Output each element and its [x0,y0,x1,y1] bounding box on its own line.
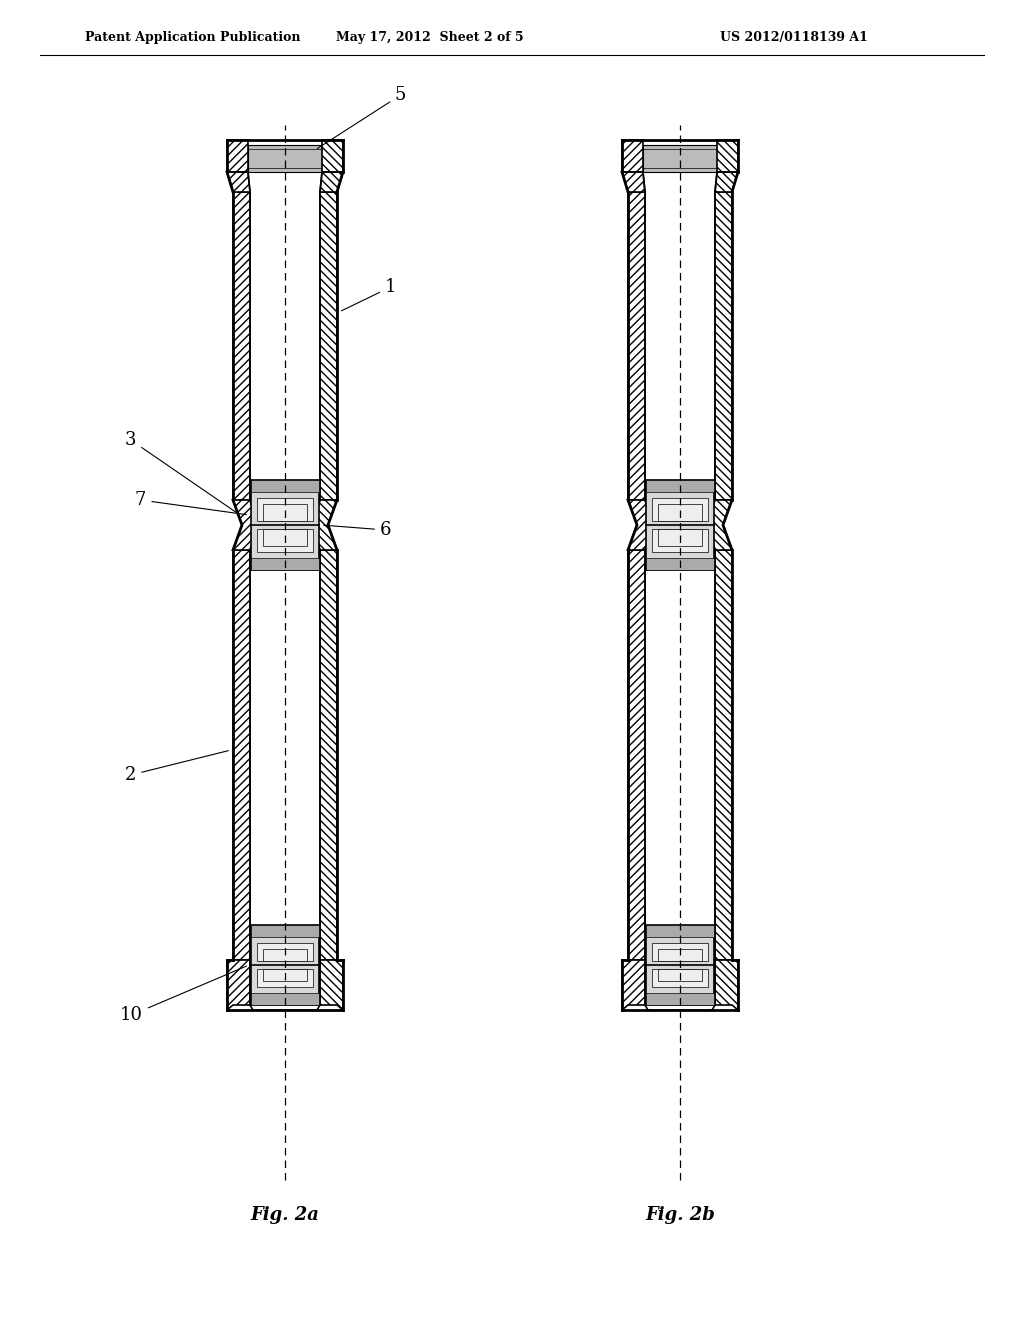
Bar [251,558,319,570]
Bar [715,550,732,960]
Text: Fig. 2b: Fig. 2b [645,1206,715,1224]
Text: US 2012/0118139 A1: US 2012/0118139 A1 [720,32,868,45]
Bar [251,480,319,570]
Bar [652,969,708,987]
Bar [251,993,319,1005]
Bar [251,925,319,937]
Bar [658,949,702,961]
Bar [233,191,250,500]
Bar [715,191,732,500]
Bar [646,925,714,1005]
Polygon shape [622,172,645,191]
Polygon shape [322,140,343,172]
Polygon shape [707,500,732,550]
Bar [263,529,307,546]
Text: 7: 7 [135,491,246,515]
Bar [257,942,313,961]
Bar [250,550,319,960]
Polygon shape [717,140,738,172]
Bar [319,550,337,960]
Bar [251,925,319,1005]
Polygon shape [622,140,643,172]
Bar [658,529,702,546]
Bar [263,949,307,961]
Bar [319,191,337,500]
Bar [248,145,322,172]
Text: May 17, 2012  Sheet 2 of 5: May 17, 2012 Sheet 2 of 5 [336,32,524,45]
Bar [658,969,702,981]
Bar [646,480,714,570]
Bar [257,529,313,552]
Bar [646,558,714,570]
Bar [652,942,708,961]
Bar [646,993,714,1005]
Bar [628,191,645,500]
Bar [645,550,715,960]
Polygon shape [628,500,653,550]
Text: 5: 5 [317,86,407,148]
Polygon shape [715,960,738,1010]
Polygon shape [233,500,258,550]
Bar [233,550,250,960]
Polygon shape [622,960,645,1010]
Bar [263,969,307,981]
Bar [257,498,313,521]
Polygon shape [227,140,248,172]
Bar [251,480,319,492]
Polygon shape [227,960,250,1010]
Polygon shape [715,172,738,191]
Text: 6: 6 [324,521,391,539]
Text: Fig. 2a: Fig. 2a [251,1206,319,1224]
Text: Patent Application Publication: Patent Application Publication [85,32,300,45]
Bar [250,191,319,500]
Bar [645,191,715,500]
Text: 2: 2 [125,751,228,784]
Text: 3: 3 [125,432,238,513]
Text: 10: 10 [120,966,247,1024]
Polygon shape [319,172,343,191]
Bar [628,550,645,960]
Polygon shape [319,960,343,1010]
Bar [263,504,307,521]
Bar [646,925,714,937]
Bar [646,480,714,492]
Bar [643,145,717,172]
Polygon shape [312,500,337,550]
Bar [658,504,702,521]
Polygon shape [227,172,250,191]
Bar [652,498,708,521]
Bar [257,969,313,987]
Text: 1: 1 [341,279,396,310]
Bar [652,529,708,552]
